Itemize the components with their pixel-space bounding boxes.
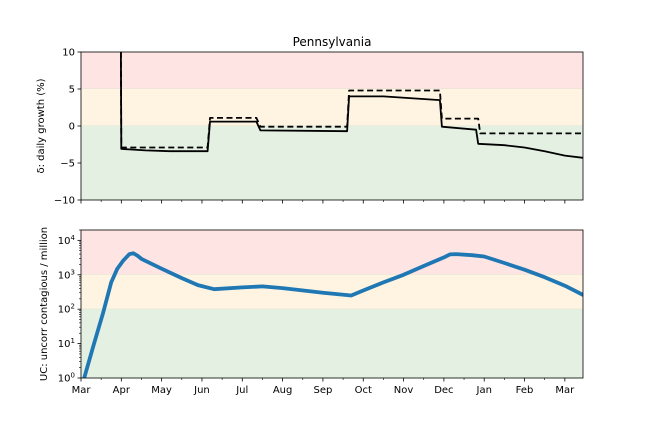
bottom-y-tick-label: 100 bbox=[58, 372, 75, 385]
top-band-1 bbox=[81, 89, 583, 126]
top-series-group bbox=[120, 52, 583, 159]
x-tick-label: Jun bbox=[193, 385, 210, 396]
top-y-tick-label: 10 bbox=[62, 48, 75, 59]
contagious-panel: 100 101 102 103 104 Mar Apr May Jun Jul Aug Sep Oct N… bbox=[58, 229, 584, 396]
x-tick-label: Oct bbox=[355, 385, 372, 396]
bottom-band-2 bbox=[81, 309, 583, 378]
top-series-dashed-line bbox=[120, 52, 583, 149]
x-tick-label: Apr bbox=[113, 385, 131, 396]
x-tick-label: May bbox=[151, 385, 172, 396]
bottom-y-tick-label: 103 bbox=[58, 268, 75, 281]
bottom-series-solid-line bbox=[82, 251, 583, 378]
bottom-axes-frame bbox=[80, 229, 584, 379]
bottom-series-group bbox=[82, 251, 583, 378]
x-tick-label: Aug bbox=[273, 385, 293, 396]
bottom-y-tick-label: 104 bbox=[58, 234, 76, 247]
bottom-y-axis-label: UC: uncorr contagious / million bbox=[39, 227, 50, 381]
x-tick-label: Sep bbox=[313, 385, 332, 396]
bottom-band-0 bbox=[81, 230, 583, 275]
x-tick-label: Jul bbox=[235, 385, 248, 396]
x-tick-label: Dec bbox=[434, 385, 453, 396]
bottom-y-tick-label: 102 bbox=[58, 303, 75, 316]
top-y-axis-label: δ: daily growth (%) bbox=[36, 78, 47, 173]
x-tick-label: Feb bbox=[516, 385, 534, 396]
top-y-tick-label: 0 bbox=[69, 122, 75, 133]
top-band-2 bbox=[81, 126, 583, 200]
x-tick-label: Mar bbox=[72, 385, 92, 396]
top-y-tick-label: −5 bbox=[60, 159, 75, 170]
top-y-tick-label: −10 bbox=[54, 196, 75, 207]
x-tick-label: Nov bbox=[394, 385, 414, 396]
growth-panel: −10 −5 0 5 10 bbox=[54, 48, 584, 207]
x-tick-label: Jan bbox=[476, 385, 492, 396]
bottom-y-tick-label: 101 bbox=[58, 337, 75, 350]
chart-title: Pennsylvania bbox=[293, 35, 372, 49]
top-y-tick-label: 5 bbox=[69, 85, 75, 96]
top-band-0 bbox=[81, 52, 583, 89]
x-tick-label: Mar bbox=[555, 385, 575, 396]
